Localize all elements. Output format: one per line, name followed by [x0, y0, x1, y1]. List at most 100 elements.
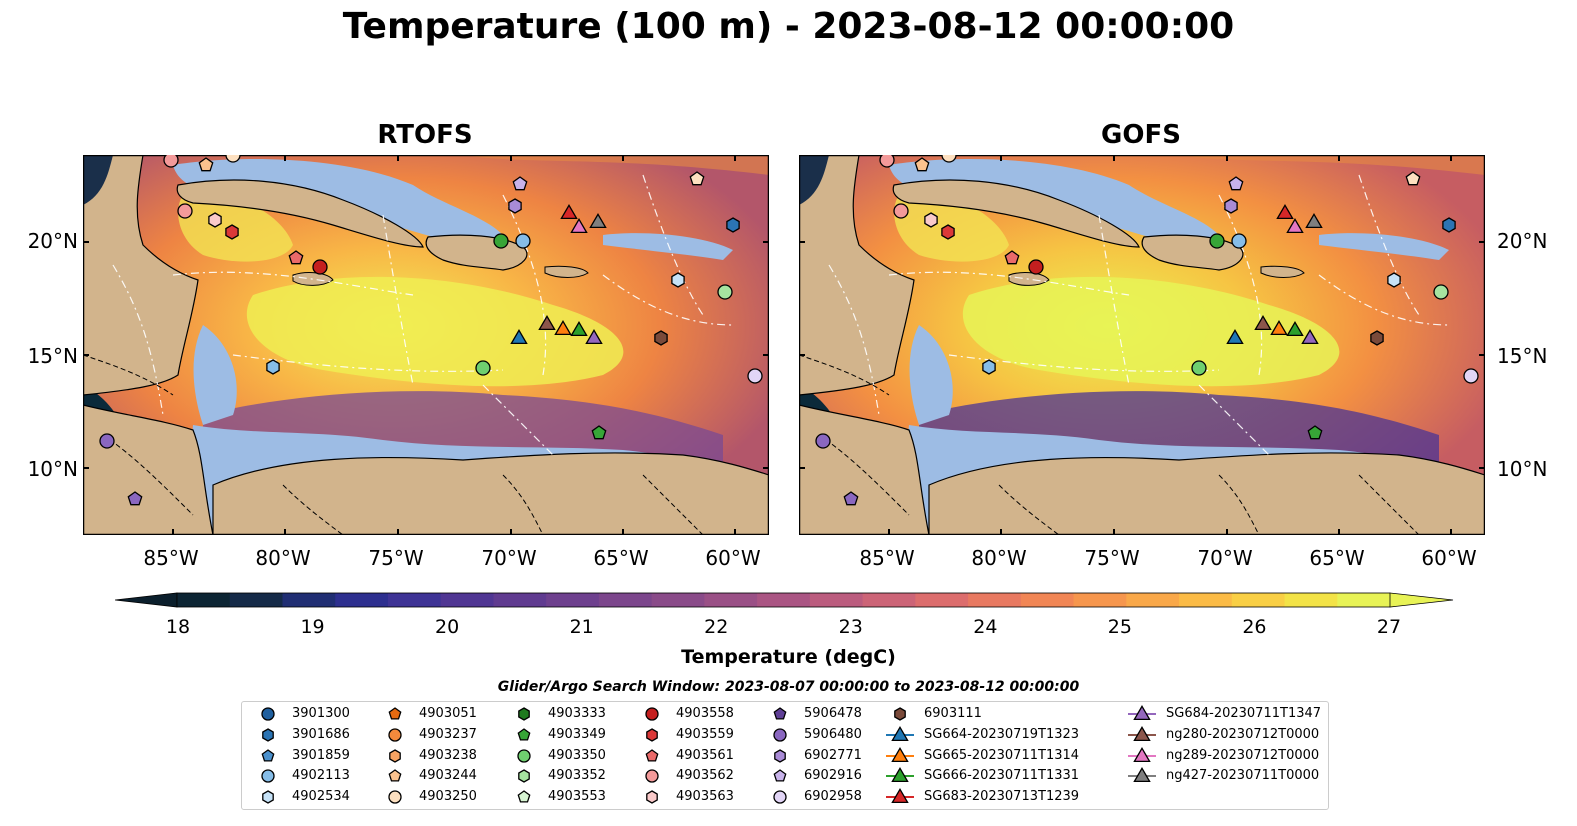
- observation-marker: [1370, 330, 1384, 346]
- observation-marker: [1209, 233, 1225, 249]
- legend-marker-icon: [1128, 767, 1156, 783]
- observation-marker: [1301, 329, 1319, 345]
- observation-marker: [671, 272, 685, 288]
- legend-label: 4903563: [676, 789, 734, 805]
- colorbar-segment: [387, 593, 442, 607]
- legend-label: 4903350: [548, 747, 606, 763]
- legend-label: SG665-20230711T1314: [924, 747, 1080, 763]
- legend-label: 4903352: [548, 768, 606, 784]
- observation-marker: [1231, 233, 1247, 249]
- colorbar-segment: [1126, 593, 1180, 607]
- colorbar-segment: [598, 593, 653, 607]
- colorbar-tick-label: 19: [300, 616, 325, 638]
- panel-title-gofs: GOFS: [1101, 120, 1181, 150]
- colorbar-tick-label: 25: [1107, 616, 1132, 638]
- colorbar-segment: [440, 593, 494, 607]
- legend-marker-icon: [262, 728, 274, 742]
- lat-tick-left-20: 20°N: [27, 229, 78, 253]
- observation-marker: [589, 213, 607, 229]
- observation-marker: [654, 330, 668, 346]
- observation-marker: [941, 155, 957, 163]
- lon-tick-gofs-80: 80°W: [971, 546, 1027, 570]
- legend: 3901300 3901686 3901859 4902113 4902534 49030…: [241, 701, 1329, 810]
- legend-label: 4903562: [676, 768, 734, 784]
- legend-label: 4903051: [419, 706, 477, 721]
- observation-marker: [747, 368, 763, 384]
- lon-tick-rtofs-65: 65°W: [593, 546, 649, 570]
- legend-label: 4902534: [292, 789, 350, 805]
- observation-marker: [1286, 321, 1304, 337]
- observation-marker: [1270, 320, 1288, 336]
- lon-tick-gofs-75: 75°W: [1084, 546, 1140, 570]
- observation-marker: [1305, 213, 1323, 229]
- legend-label: 5906478: [804, 706, 862, 721]
- observation-marker: [99, 433, 115, 449]
- legend-marker-icon: [389, 748, 401, 763]
- lon-tick-rtofs-75: 75°W: [368, 546, 424, 570]
- legend-marker-icon: [886, 767, 914, 783]
- colorbar: [115, 592, 1454, 608]
- colorbar-tick-label: 23: [838, 616, 863, 638]
- legend-marker-icon: [886, 788, 914, 804]
- legend-marker-icon: [261, 769, 275, 784]
- lat-tick-left-15: 15°N: [27, 344, 78, 368]
- observation-marker: [1286, 218, 1304, 234]
- observation-marker: [493, 233, 509, 249]
- legend-marker-icon: [894, 707, 906, 721]
- observation-marker: [1387, 272, 1401, 288]
- colorbar-label: Temperature (degC): [681, 646, 896, 668]
- legend-marker-icon: [1128, 725, 1156, 741]
- legend-marker-icon: [774, 748, 786, 763]
- legend-marker-icon: [518, 769, 530, 784]
- legend-label: SG683-20230713T1239: [924, 789, 1080, 805]
- colorbar-segment: [1284, 593, 1338, 607]
- legend-marker-icon: [261, 748, 275, 762]
- legend-label: 4903559: [676, 726, 734, 742]
- colorbar-segment: [177, 593, 231, 607]
- observation-marker: [163, 155, 179, 168]
- legend-label: 4903333: [548, 706, 606, 721]
- colorbar-segment: [282, 593, 336, 607]
- observation-marker: [1254, 315, 1272, 331]
- observation-marker: [512, 176, 528, 191]
- observation-marker: [266, 359, 280, 375]
- colorbar-tick-label: 27: [1376, 616, 1402, 638]
- lon-tick-rtofs-70: 70°W: [481, 546, 537, 570]
- lon-tick-gofs-65: 65°W: [1309, 546, 1365, 570]
- legend-label: 4903250: [419, 789, 477, 805]
- observation-marker: [879, 155, 895, 168]
- observation-marker: [914, 157, 930, 172]
- figure-title: Temperature (100 m) - 2023-08-12 00:00:0…: [342, 6, 1235, 47]
- observation-marker: [1276, 204, 1294, 220]
- legend-marker-icon: [261, 707, 275, 721]
- lat-tick-right-20: 20°N: [1497, 229, 1548, 253]
- colorbar-segment: [651, 593, 705, 607]
- legend-label: SG664-20230719T1323: [924, 726, 1080, 742]
- lat-tick-right-15: 15°N: [1497, 344, 1548, 368]
- legend-marker-icon: [773, 790, 787, 804]
- colorbar-segment: [335, 593, 389, 607]
- legend-marker-icon: [517, 790, 531, 803]
- observation-marker: [475, 360, 491, 376]
- colorbar-segment: [493, 593, 547, 607]
- legend-marker-icon: [886, 725, 914, 741]
- observation-marker: [1226, 329, 1244, 345]
- colorbar-tick-label: 22: [704, 616, 729, 638]
- legend-label: 4903349: [548, 726, 606, 742]
- colorbar-tick-label: 18: [165, 616, 191, 638]
- observation-marker: [570, 218, 588, 234]
- observation-marker: [941, 224, 955, 240]
- observation-marker: [893, 203, 909, 219]
- legend-marker-icon: [773, 769, 787, 782]
- legend-marker-icon: [773, 728, 787, 742]
- legend-marker-icon: [518, 707, 530, 721]
- observation-marker: [288, 250, 304, 265]
- observation-marker: [924, 212, 938, 228]
- legend-label: SG684-20230711T1347: [1166, 706, 1322, 721]
- colorbar-segment: [229, 593, 283, 607]
- legend-label: 4903237: [419, 726, 477, 742]
- colorbar-segment: [546, 593, 600, 607]
- legend-label: ng280-20230712T0000: [1166, 726, 1320, 742]
- colorbar-segment: [757, 593, 811, 607]
- colorbar-segment: [915, 593, 969, 607]
